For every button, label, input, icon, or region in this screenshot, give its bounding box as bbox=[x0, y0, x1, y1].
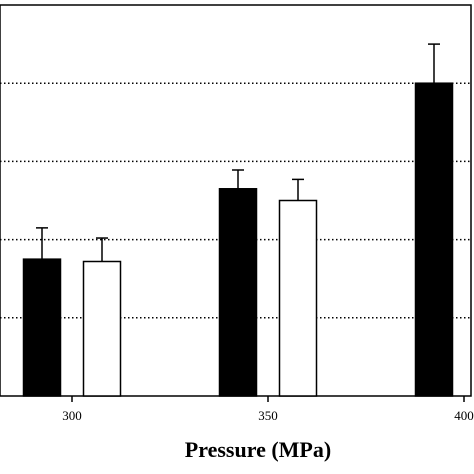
error-bar bbox=[36, 227, 48, 260]
error-bar bbox=[428, 43, 440, 84]
error-bar bbox=[232, 169, 244, 189]
bar bbox=[22, 258, 62, 397]
error-bar bbox=[96, 237, 108, 262]
bar bbox=[278, 199, 318, 397]
bars bbox=[22, 82, 454, 397]
x-axis-ticks: 300 350 400 bbox=[62, 396, 474, 423]
x-tick-label: 350 bbox=[258, 408, 278, 423]
x-tick-label: 400 bbox=[454, 408, 474, 423]
x-tick-label: 300 bbox=[62, 408, 82, 423]
bar bbox=[414, 82, 454, 397]
bar bbox=[218, 188, 258, 397]
error-bars bbox=[36, 43, 440, 262]
error-bar bbox=[292, 178, 304, 201]
bar bbox=[82, 260, 122, 397]
gridlines bbox=[0, 82, 471, 319]
x-axis-title: Pressure (MPa) bbox=[185, 437, 331, 462]
